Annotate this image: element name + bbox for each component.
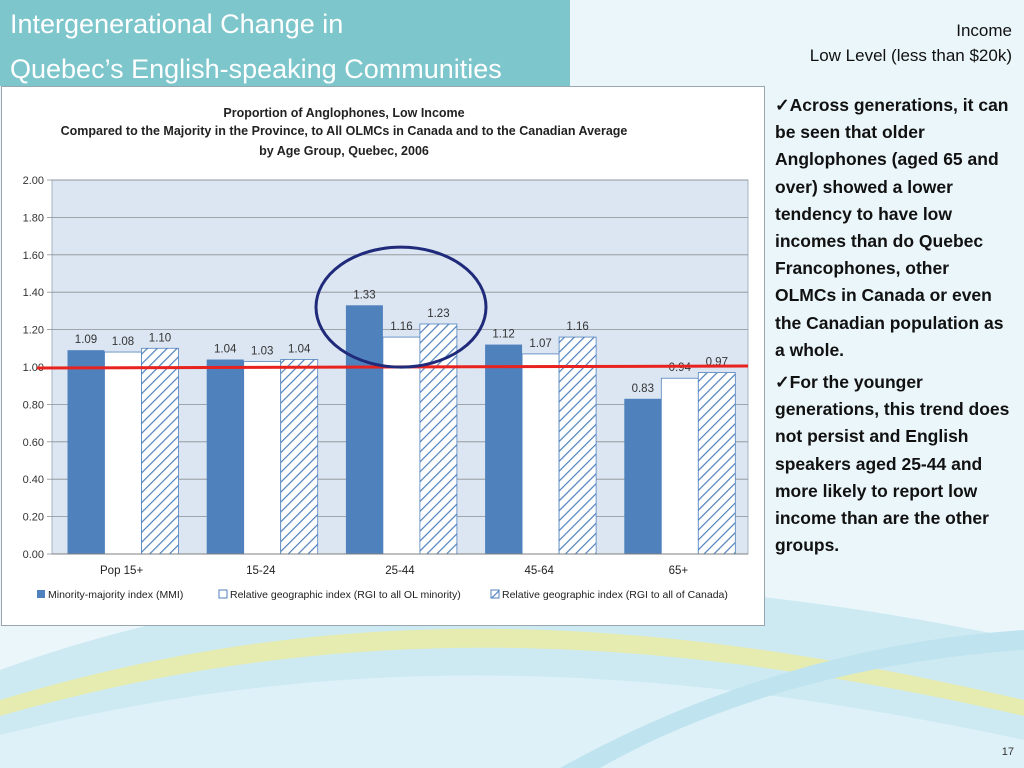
y-tick-label: 2.00 [23,175,44,187]
data-label: 1.33 [353,289,375,301]
page-number: 17 [1001,746,1014,758]
x-tick-label: 65+ [669,565,689,577]
data-label: 1.23 [427,308,449,320]
data-label: 0.94 [669,362,692,374]
bar-1 [67,350,105,554]
x-tick-label: 45-64 [524,565,554,577]
y-tick-label: 1.80 [23,212,44,224]
data-label: 1.03 [251,345,273,357]
x-tick-label: Pop 15+ [100,565,143,577]
section-header-line2: Low Level (less than $20k) [809,46,1012,65]
y-tick-label: 1.60 [23,250,44,262]
bar-2 [382,336,421,555]
chart-title-line: by Age Group, Quebec, 2006 [259,144,429,158]
highlight-circle [314,245,488,369]
bar-2 [243,360,282,555]
y-tick-label: 1.40 [23,287,44,299]
legend-swatch [490,589,500,599]
bar-2 [104,351,142,555]
bar-1 [345,305,383,554]
data-label: 1.04 [288,344,311,356]
chart-title-line: Proportion of Anglophones, Low Income [223,106,464,120]
y-tick-label: 0.60 [23,437,44,449]
bullet-text: For the younger generations, this trend … [775,372,1010,556]
y-tick-label: 1.00 [23,362,44,374]
x-tick-label: 25-44 [385,565,415,577]
y-tick-label: 0.20 [23,512,44,524]
legend-swatch [218,589,228,599]
data-label: 1.09 [75,334,97,346]
y-tick-label: 0.00 [23,549,44,561]
data-label: 1.04 [214,344,237,356]
bar-3 [141,347,179,555]
legend-label: Minority-majority index (MMI) [48,589,183,601]
bar-1 [624,398,662,554]
section-header: Income Low Level (less than $20k) [810,18,1012,68]
slide-title-line2: Quebec’s English-speaking Communities [10,54,502,84]
check-icon: ✓ [775,372,790,393]
bar-3 [280,359,319,555]
data-label: 1.12 [492,329,514,341]
bar-3 [419,323,458,555]
bar-2 [660,377,699,555]
chart-frame: Proportion of Anglophones, Low Income Com… [1,86,765,626]
data-label: 1.10 [149,332,171,344]
y-tick-label: 0.80 [23,399,44,411]
chart-title-line: Compared to the Majority in the Province… [61,124,628,138]
legend-label: Relative geographic index (RGI to all OL… [230,589,461,601]
bar-1 [206,359,244,554]
bar-3 [558,336,597,555]
data-label: 1.07 [529,338,551,350]
data-label: 1.08 [112,336,134,348]
legend-swatch [37,590,45,598]
data-label: 0.83 [632,383,654,395]
bullet-item: ✓For the younger generations, this trend… [775,369,1015,559]
y-tick-label: 1.20 [23,325,44,337]
bar-1 [485,344,523,554]
slide-title-line1: Intergenerational Change in [10,9,344,39]
title-band: Intergenerational Change in Quebec’s Eng… [0,0,570,86]
commentary: ✓Across generations, it can be seen that… [775,92,1015,564]
bullet-text: Across generations, it can be seen that … [775,95,1009,360]
bar-3 [697,372,736,555]
bullet-item: ✓Across generations, it can be seen that… [775,92,1015,364]
bar-chart: Proportion of Anglophones, Low Income Com… [23,106,749,601]
data-label: 1.16 [566,321,588,333]
check-icon: ✓ [775,95,790,115]
legend-label: Relative geographic index (RGI to all of… [502,589,728,601]
bar-2 [521,353,560,555]
y-tick-label: 0.40 [23,474,44,486]
section-header-line1: Income [956,21,1012,40]
data-label: 1.16 [390,321,412,333]
x-tick-label: 15-24 [246,565,276,577]
